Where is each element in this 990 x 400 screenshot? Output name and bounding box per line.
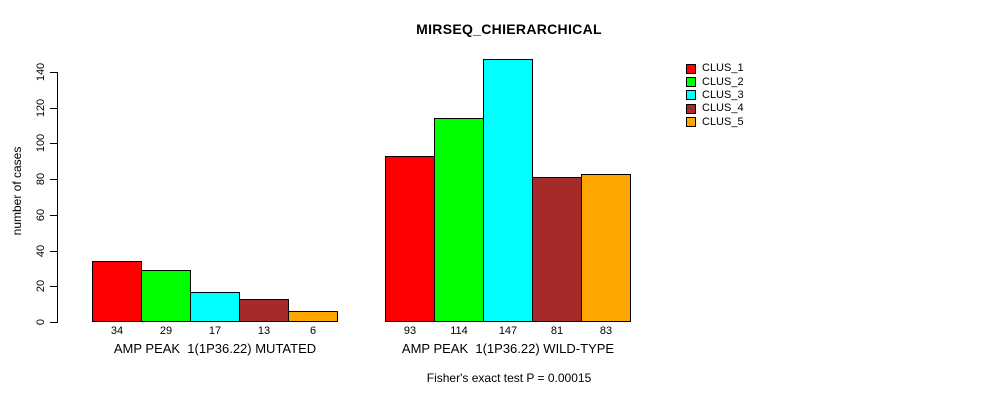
legend-swatch-icon <box>686 103 696 114</box>
y-tick-mark <box>50 143 57 144</box>
legend: CLUS_1 CLUS_2 CLUS_3 CLUS_4 CLUS_5 <box>686 62 744 129</box>
bar-clus_5-group2 <box>581 174 631 322</box>
legend-item-clus_3: CLUS_3 <box>686 89 744 102</box>
stat-test-caption: Fisher's exact test P = 0.00015 <box>426 371 592 385</box>
legend-item-label: CLUS_4 <box>702 102 744 115</box>
y-tick-label: 40 <box>35 244 47 258</box>
y-tick-label: 120 <box>35 98 47 118</box>
y-axis-line <box>57 72 58 323</box>
bar-clus_4-group2 <box>532 177 582 322</box>
legend-swatch-icon <box>686 117 696 128</box>
y-tick-label: 60 <box>35 208 47 222</box>
bar-value-label: 114 <box>450 325 468 337</box>
bar-clus_2-group1 <box>141 270 191 322</box>
legend-swatch-icon <box>686 63 696 74</box>
y-tick-label: 140 <box>35 62 47 82</box>
legend-item-label: CLUS_2 <box>702 75 744 88</box>
bar-value-label: 6 <box>309 325 317 337</box>
bar-value-label: 13 <box>257 325 271 337</box>
bar-value-label: 81 <box>550 325 564 337</box>
bar-clus_2-group2 <box>434 118 484 322</box>
y-tick-mark <box>50 322 57 323</box>
legend-item-label: CLUS_5 <box>702 115 744 128</box>
bar-clus_4-group1 <box>239 299 289 322</box>
y-tick-mark <box>50 179 57 180</box>
legend-item-clus_5: CLUS_5 <box>686 116 744 129</box>
legend-item-clus_1: CLUS_1 <box>686 62 744 75</box>
x-group-label: AMP PEAK 1(1P36.22) MUTATED <box>113 341 317 356</box>
bar-value-label: 17 <box>208 325 222 337</box>
bar-value-label: 93 <box>403 325 417 337</box>
x-group-label: AMP PEAK 1(1P36.22) WILD-TYPE <box>401 341 615 356</box>
y-tick-label: 80 <box>35 172 47 186</box>
bar-clus_1-group2 <box>385 156 435 322</box>
legend-item-label: CLUS_3 <box>702 88 744 101</box>
bar-clus_3-group1 <box>190 292 240 322</box>
bar-clus_1-group1 <box>92 261 142 322</box>
legend-item-clus_2: CLUS_2 <box>686 75 744 88</box>
bar-clus_5-group1 <box>288 311 338 322</box>
y-tick-label: 0 <box>35 318 47 326</box>
y-tick-label: 20 <box>35 279 47 293</box>
legend-swatch-icon <box>686 90 696 101</box>
bar-value-label: 83 <box>599 325 613 337</box>
bar-clus_3-group2 <box>483 59 533 322</box>
legend-item-clus_4: CLUS_4 <box>686 102 744 115</box>
y-tick-mark <box>50 251 57 252</box>
legend-item-label: CLUS_1 <box>702 62 744 75</box>
bar-value-label: 147 <box>498 325 518 337</box>
y-tick-mark <box>50 286 57 287</box>
y-tick-mark <box>50 72 57 73</box>
bar-value-label: 34 <box>110 325 124 337</box>
y-tick-mark <box>50 215 57 216</box>
y-axis-label: number of cases <box>10 146 24 236</box>
chart-title: MIRSEQ_CHIERARCHICAL <box>416 21 602 37</box>
y-tick-mark <box>50 108 57 109</box>
bar-value-label: 29 <box>159 325 173 337</box>
y-tick-label: 100 <box>35 133 47 153</box>
legend-swatch-icon <box>686 77 696 88</box>
